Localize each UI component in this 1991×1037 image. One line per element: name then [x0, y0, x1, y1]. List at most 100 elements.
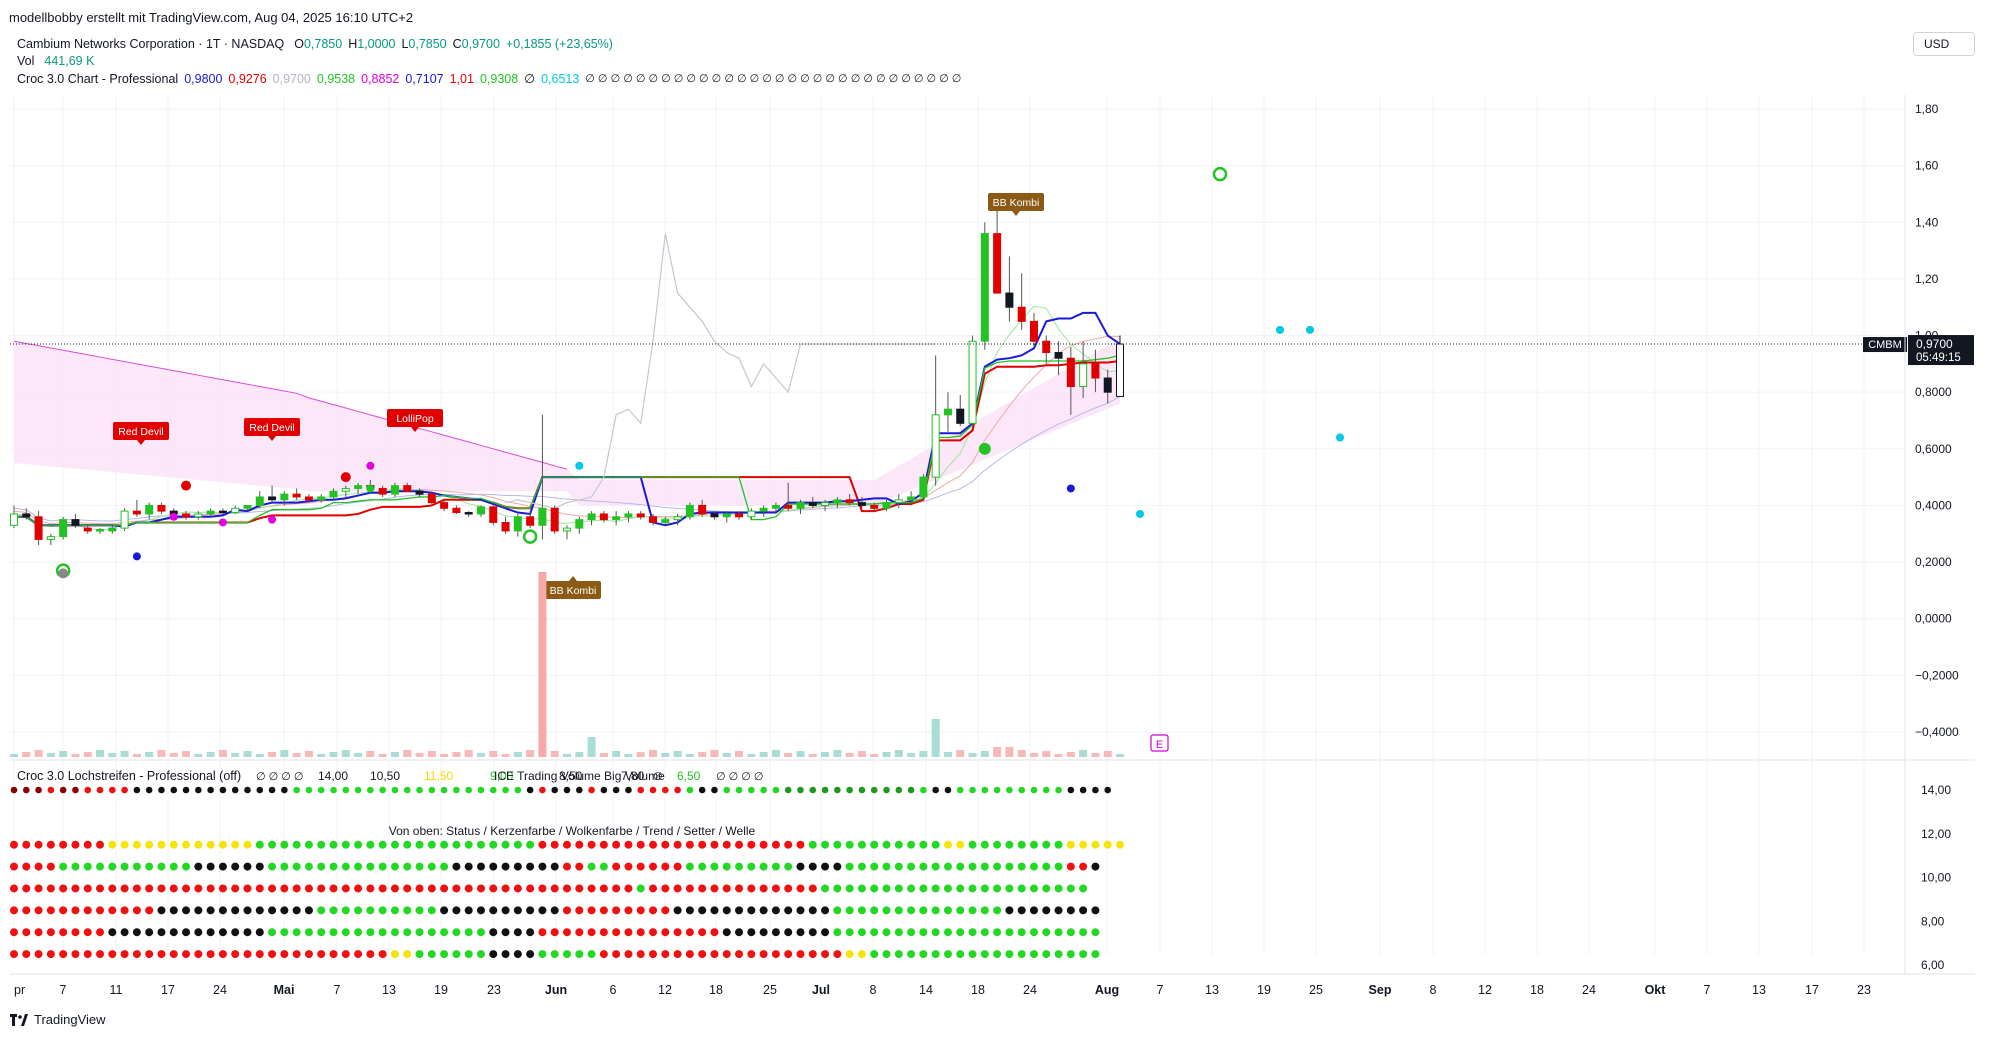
- candle-body: [1116, 343, 1124, 397]
- candle-body: [501, 521, 510, 532]
- lochstreifen-dot: [34, 928, 43, 937]
- lochstreifen-dot: [46, 840, 55, 849]
- volume-bar: [698, 752, 707, 757]
- red-devil-label-box: [113, 422, 169, 440]
- lochstreifen-dot: [907, 884, 916, 893]
- lochstreifen-dot: [636, 862, 645, 871]
- lochstreifen-dot: [685, 862, 694, 871]
- lochstreifen-dot: [132, 928, 141, 937]
- lochstreifen-dot: [685, 840, 694, 849]
- lower-y-tick-label: 14,00: [1921, 783, 1951, 797]
- candle-body: [1079, 363, 1088, 388]
- lochstreifen-dot: [378, 862, 387, 871]
- lochstreifen-dot: [685, 950, 694, 959]
- lochstreifen-dot: [1116, 840, 1124, 849]
- volume-bar: [907, 753, 916, 757]
- lochstreifen-dot: [968, 884, 977, 893]
- lochstreifen-dot: [145, 906, 154, 915]
- lochstreifen-dot: [612, 950, 621, 959]
- candle-body: [747, 510, 756, 518]
- lochstreifen-dot: [341, 884, 350, 893]
- volume-bar: [427, 751, 436, 757]
- lochstreifen-dot: [440, 906, 449, 915]
- lochstreifen-dot: [255, 928, 264, 937]
- lochstreifen-dot: [710, 950, 719, 959]
- lochstreifen-dot: [710, 884, 719, 893]
- lochstreifen-dot: [894, 928, 903, 937]
- lochstreifen-dot: [845, 884, 854, 893]
- croc-name: Croc 3.0 Chart - Professional: [17, 71, 179, 86]
- lochstreifen-dot: [821, 950, 830, 959]
- lochstreifen-dot: [268, 862, 277, 871]
- lochstreifen-dot: [22, 840, 31, 849]
- red-devil-label-pointer: [137, 440, 145, 445]
- tradingview-logo-icon: [10, 1013, 28, 1026]
- croc-legend[interactable]: Croc 3.0 Chart - Professional 0,9800 0,92…: [17, 71, 961, 87]
- lochstreifen-dot: [1029, 928, 1038, 937]
- lochstreifen-dot: [747, 906, 756, 915]
- symbol-legend[interactable]: Cambium Networks Corporation · 1T · NASD…: [17, 37, 613, 51]
- lochstreifen-dot: [108, 928, 117, 937]
- signal-dot: [978, 442, 991, 455]
- volume-bar: [96, 750, 105, 757]
- lochstreifen-dot: [624, 884, 633, 893]
- lochstreifen-dot: [587, 906, 596, 915]
- lochstreifen-dot: [649, 786, 657, 794]
- lochstreifen-dot: [194, 906, 203, 915]
- lochstreifen-dot: [735, 906, 744, 915]
- volume-bar: [120, 751, 129, 757]
- volume-bar: [280, 750, 289, 757]
- lochstreifen-dot: [1029, 884, 1038, 893]
- y-tick-label: −0,4000: [1915, 725, 1959, 739]
- lochstreifen-dot: [391, 786, 399, 794]
- lochstreifen-dot: [390, 840, 399, 849]
- lochstreifen-dot: [120, 928, 129, 937]
- lochstreifen-dot: [452, 906, 461, 915]
- lochstreifen-dot: [157, 928, 166, 937]
- lochstreifen-dot: [1017, 862, 1026, 871]
- signal-dot: [1336, 433, 1344, 442]
- volume-legend[interactable]: Vol 441,69 K: [17, 54, 94, 68]
- lollipop-label-pointer: [411, 427, 419, 432]
- lochstreifen-dot: [661, 928, 670, 937]
- currency-button[interactable]: USD: [1913, 32, 1975, 56]
- lochstreifen-dot: [170, 786, 178, 794]
- lochstreifen-dot: [158, 786, 165, 794]
- candle-body: [132, 510, 141, 515]
- lochstreifen-dot: [341, 906, 350, 915]
- lower-pane-legend: Croc 3.0 Lochstreifen - Professional (of…: [17, 769, 764, 783]
- lochstreifen-dot: [317, 840, 326, 849]
- x-tick-label: 25: [1309, 983, 1323, 997]
- lochstreifen-dot: [34, 862, 43, 871]
- volume-bar: [132, 754, 141, 757]
- signal-dot: [58, 568, 69, 579]
- lochstreifen-dot: [1017, 884, 1026, 893]
- candle-body: [329, 490, 338, 498]
- lochstreifen-dot: [771, 928, 780, 937]
- candle-body: [304, 496, 313, 501]
- lower-pane-v6: 7,80: [621, 769, 645, 783]
- candle-body: [833, 499, 842, 504]
- lochstreifen-dot: [71, 840, 80, 849]
- lochstreifen-dot: [109, 786, 116, 794]
- price-tag-price: 0,9700: [1916, 337, 1953, 351]
- volume-bar: [1029, 753, 1038, 757]
- volume-bar: [1005, 747, 1014, 757]
- lochstreifen-dot: [502, 786, 509, 794]
- lochstreifen-dot: [501, 906, 510, 915]
- lochstreifen-dot: [993, 786, 1001, 794]
- lochstreifen-dot: [649, 928, 658, 937]
- lochstreifen-dot: [1005, 950, 1014, 959]
- candle-body: [157, 504, 166, 512]
- lochstreifen-dot: [968, 950, 977, 959]
- croc-value: ∅: [524, 72, 536, 86]
- lochstreifen-dot: [293, 786, 300, 794]
- price-chart-svg[interactable]: 1,801,601,401,201,000,80000,60000,40000,…: [0, 0, 1991, 1000]
- lochstreifen-dot: [218, 840, 227, 849]
- volume-bar: [710, 750, 719, 757]
- lochstreifen-dot: [329, 928, 338, 937]
- volume-bar: [882, 752, 891, 757]
- lochstreifen-dot: [1042, 950, 1051, 959]
- lochstreifen-dot: [231, 884, 240, 893]
